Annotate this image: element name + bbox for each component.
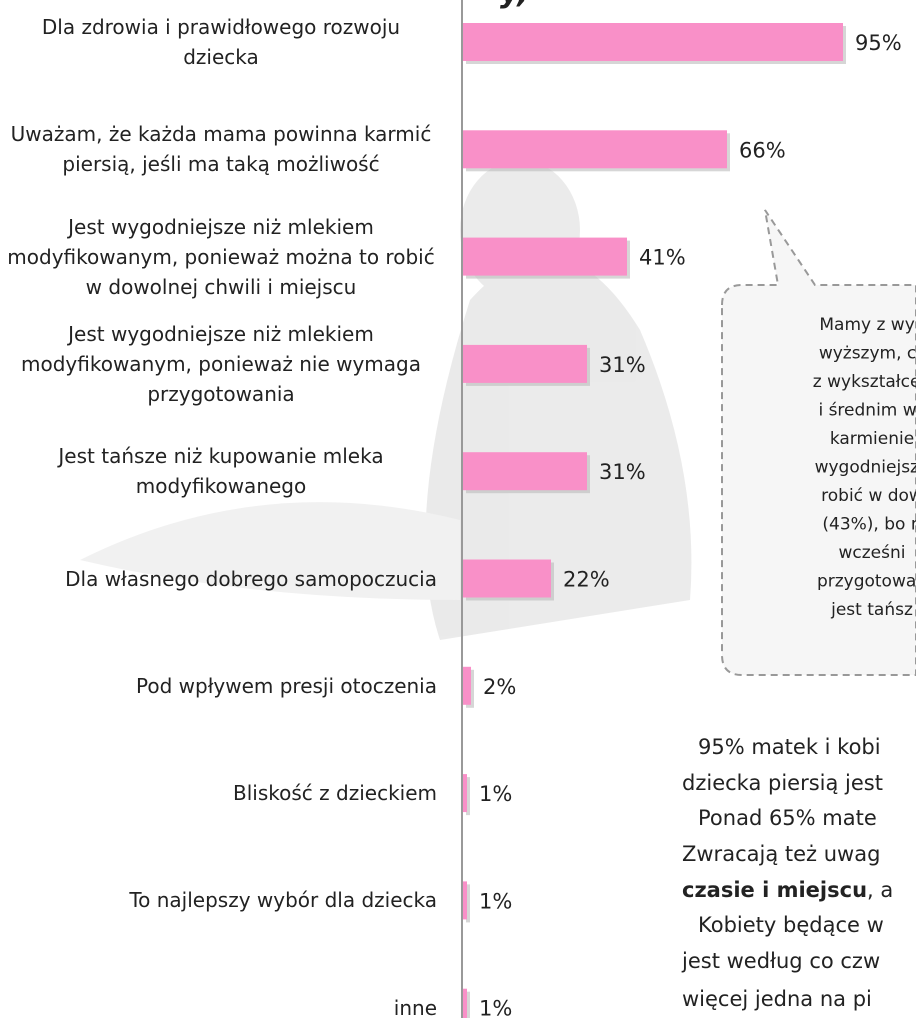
title-fragment: y, [500, 0, 529, 10]
bar [463, 130, 727, 168]
body-text: dziecka piersią jest [682, 771, 883, 795]
callout-text: Mamy z wyk [819, 315, 916, 335]
body-span: Zwracają też uwag [682, 842, 880, 866]
body-span: jest według co czw [681, 949, 880, 973]
body-text: 95% matek i kobi [698, 735, 881, 759]
body-span: więcej jedna na pi [682, 987, 872, 1011]
category-label: Dla zdrowia i prawidłowego rozwoju dziec… [5, 12, 437, 72]
body-text: czasie i miejscu, a [682, 878, 893, 902]
value-label: 1% [479, 889, 512, 913]
category-label: inne [394, 993, 437, 1018]
value-label: 31% [599, 460, 646, 484]
callout-text: wyższym, cz [819, 344, 916, 364]
value-label: 2% [483, 675, 516, 699]
category-label: Bliskość z dzieckiem [233, 778, 437, 808]
bar [463, 667, 471, 705]
callout-text: i średnim ws [818, 401, 916, 421]
bar [463, 989, 467, 1018]
category-label: Jest wygodniejsze niż mlekiem modyfikowa… [5, 212, 437, 302]
value-label: 1% [479, 997, 512, 1018]
value-label: 95% [855, 31, 902, 55]
bar [463, 774, 467, 812]
body-text: Zwracają też uwag [682, 842, 880, 866]
callout-text: robić w dow [821, 486, 916, 506]
body-bold: czasie i miejscu [682, 878, 867, 902]
callout-text: (43%), bo n [822, 515, 916, 535]
callout-text: jest tańsz [830, 600, 913, 620]
value-label: 1% [479, 782, 512, 806]
bar [463, 345, 587, 383]
value-label: 22% [563, 568, 610, 592]
callout-text: przygotowan [817, 572, 916, 592]
callout-text: wygodniejsze [815, 458, 916, 478]
body-text: Kobiety będące w [698, 913, 884, 937]
category-label: Uważam, że każda mama powinna karmić pie… [5, 119, 437, 179]
category-label: Jest tańsze niż kupowanie mleka modyfiko… [5, 441, 437, 501]
bar [463, 238, 627, 276]
bar [463, 452, 587, 490]
category-label: To najlepszy wybór dla dziecka [129, 885, 437, 915]
body-span: Kobiety będące w [698, 913, 884, 937]
body-text: Ponad 65% mate [698, 806, 877, 830]
body-span: Ponad 65% mate [698, 806, 877, 830]
callout-text: z wykształcen [813, 372, 916, 392]
bar [463, 23, 843, 61]
category-label: Jest wygodniejsze niż mlekiem modyfikowa… [5, 319, 437, 409]
slide: y, 95% 66% 41% 31% 31% 22% 2% 1% 1% 1% Mamy z wyk w… [0, 0, 916, 1018]
bar [463, 881, 467, 919]
body-text: więcej jedna na pi [682, 987, 872, 1011]
category-label: Dla własnego dobrego samopoczucia [65, 564, 437, 594]
value-label: 41% [639, 246, 686, 270]
body-text: jest według co czw [681, 949, 880, 973]
category-label: Pod wpływem presji otoczenia [136, 671, 437, 701]
value-label: 66% [739, 138, 786, 162]
body-span: dziecka piersią jest [682, 771, 883, 795]
callout-text: wcześni [839, 543, 906, 563]
body-span: 95% matek i kobi [698, 735, 881, 759]
body-span: , a [867, 878, 893, 902]
callout-text: karmienie [830, 429, 914, 449]
bar [463, 560, 551, 598]
value-label: 31% [599, 353, 646, 377]
